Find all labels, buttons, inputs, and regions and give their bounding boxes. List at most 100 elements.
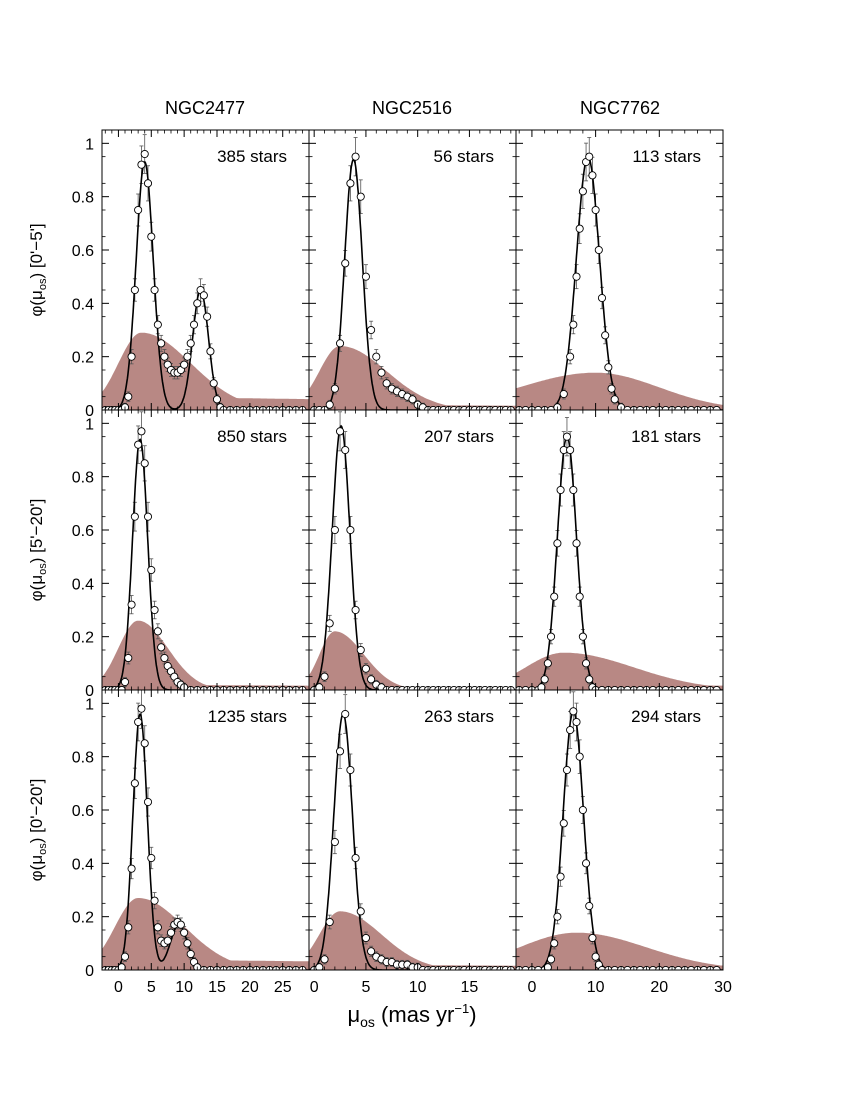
- data-point: [320, 672, 329, 681]
- y-tick-label: 1: [85, 416, 94, 433]
- data-point: [325, 619, 334, 628]
- data-point: [540, 675, 549, 684]
- data-point: [153, 320, 162, 329]
- data-point: [610, 685, 619, 690]
- data-point: [137, 160, 146, 169]
- x-tick-label: 0: [527, 979, 536, 996]
- data-point: [127, 864, 136, 873]
- data-point: [569, 707, 578, 716]
- data-point: [610, 965, 619, 970]
- data-point: [124, 392, 133, 401]
- x-tick-label: 5: [361, 979, 370, 996]
- data-point: [550, 939, 559, 948]
- x-tick-label: 10: [175, 979, 193, 996]
- y-tick-label: 0.8: [72, 470, 94, 487]
- data-point: [578, 187, 587, 196]
- data-point: [604, 363, 613, 372]
- data-point: [137, 704, 146, 713]
- data-point: [183, 939, 192, 948]
- data-point: [137, 427, 146, 436]
- data-point: [335, 339, 345, 348]
- x-tick-label: 25: [274, 979, 292, 996]
- data-point: [189, 320, 199, 329]
- data-point: [546, 955, 556, 964]
- x-tick-label: 10: [587, 979, 605, 996]
- data-point: [534, 965, 543, 970]
- star-count-label: 1235 stars: [208, 707, 287, 726]
- y-tick-label: 1: [85, 696, 94, 713]
- star-count-label: 294 stars: [631, 707, 701, 726]
- y-tick-label: 0.8: [72, 750, 94, 767]
- x-tick-label: 5: [147, 979, 156, 996]
- data-point: [572, 539, 581, 548]
- data-point: [325, 917, 334, 927]
- panel-r2-c2: 0 10 20 30 294 stars: [515, 689, 732, 996]
- data-point: [553, 539, 562, 548]
- data-point: [127, 600, 136, 609]
- fit-curve: [516, 435, 723, 690]
- data-point: [147, 853, 156, 863]
- data-point: [543, 659, 552, 668]
- data-point: [199, 291, 208, 300]
- star-count-label: 207 stars: [424, 427, 494, 446]
- fit-curve: [102, 438, 309, 690]
- data-point: [325, 400, 334, 409]
- data-point: [578, 805, 587, 815]
- data-point: [623, 685, 632, 690]
- ylabel-row-2: φ(μos) [0'−20']: [27, 779, 49, 882]
- data-point: [147, 565, 156, 575]
- x-tick-label: 20: [650, 979, 668, 996]
- data-point: [330, 837, 339, 847]
- y-tick-label: 0.8: [72, 190, 94, 207]
- data-point: [150, 285, 159, 295]
- data-point: [351, 605, 360, 615]
- data-point: [351, 853, 360, 863]
- data-point: [124, 923, 133, 932]
- data-point: [521, 965, 530, 970]
- data-point: [203, 312, 212, 321]
- x-tick-label: 30: [714, 979, 732, 996]
- data-point: [556, 872, 565, 881]
- field-distribution: [516, 652, 723, 690]
- field-distribution: [516, 372, 723, 410]
- data-point: [674, 685, 683, 690]
- data-point: [160, 653, 169, 663]
- y-tick-label: 0.2: [72, 350, 94, 367]
- data-point: [212, 395, 222, 404]
- data-point: [356, 907, 365, 916]
- ylabel-row-1: φ(μos) [5'−20']: [27, 499, 49, 602]
- data-point: [585, 675, 594, 684]
- fit-curve: [516, 710, 723, 970]
- data-point: [674, 965, 683, 970]
- field-distribution: [309, 631, 516, 690]
- data-point: [575, 592, 584, 601]
- panel-r1-c0: 0 0.2 0.4 0.6 0.8 1 850 stars: [72, 409, 310, 700]
- star-count-label: 181 stars: [631, 427, 701, 446]
- panel-r0-c1: 56 stars: [308, 129, 517, 411]
- data-point: [140, 459, 149, 468]
- data-point: [163, 936, 172, 945]
- ylabel-row-0: φ(μos) [0'−5']: [27, 223, 49, 316]
- data-point: [356, 645, 365, 655]
- data-point: [341, 445, 350, 455]
- panel-r0-c0: 0 0.2 0.4 0.6 0.8 1 385 stars: [72, 129, 310, 420]
- data-point: [117, 685, 126, 690]
- data-point: [408, 395, 417, 404]
- data-point: [134, 205, 143, 215]
- data-point: [361, 933, 370, 943]
- panel-frame: [515, 129, 724, 411]
- data-point: [330, 525, 339, 535]
- data-point: [648, 965, 657, 970]
- fit-curve: [309, 424, 516, 690]
- column-titles: NGC2477 NGC2516 NGC7762: [165, 98, 660, 118]
- data-point: [206, 347, 215, 356]
- data-point: [183, 352, 192, 361]
- field-distribution: [102, 620, 309, 690]
- data-point: [127, 352, 136, 361]
- data-point: [124, 653, 133, 663]
- data-point: [594, 245, 603, 255]
- data-point: [623, 965, 632, 970]
- data-point: [160, 352, 169, 361]
